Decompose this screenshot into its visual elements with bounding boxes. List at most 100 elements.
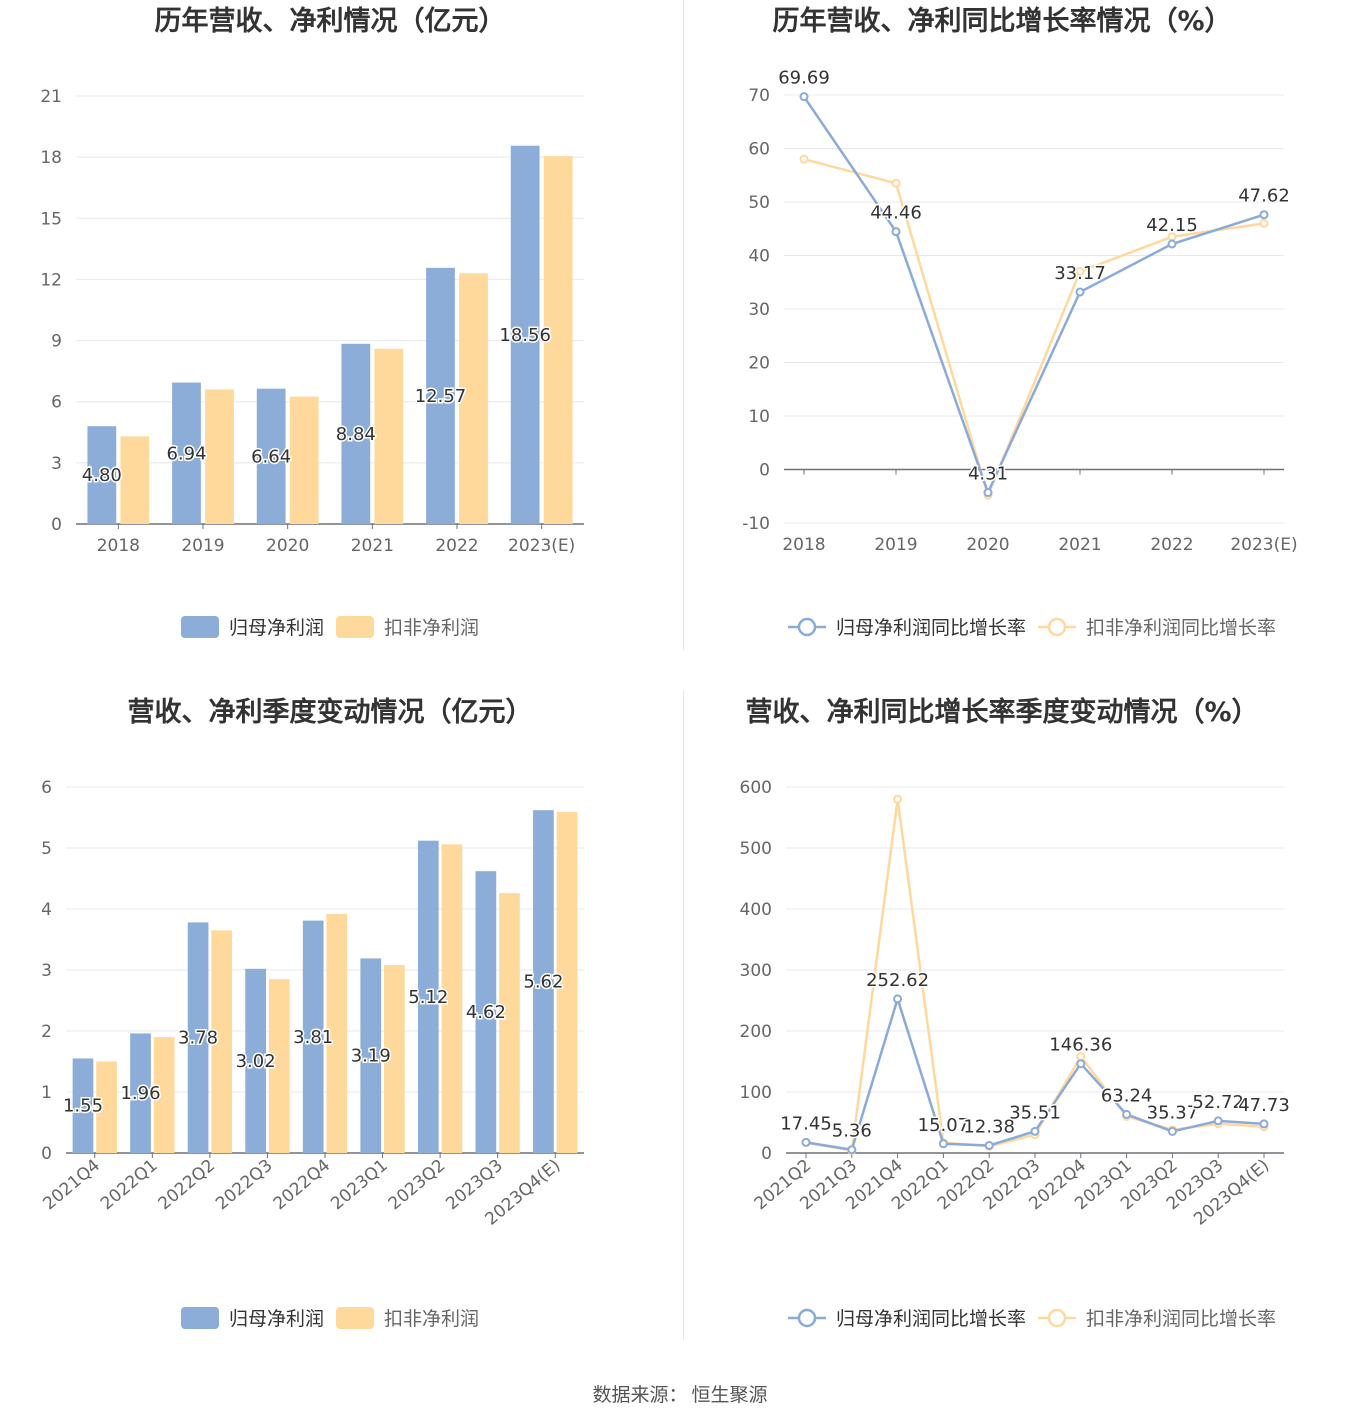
bar-deducted-profit [289, 396, 319, 524]
annual-growth-legend: 归母净利润同比增长率 扣非净利润同比增长率 [788, 617, 1276, 639]
annual-growth-root: 历年营收、净利同比增长率情况（%） -10 0 10 20 30 40 50 60 70 2018 2… [742, 5, 1297, 639]
data-label: 252.62 [866, 970, 929, 991]
y-tick-label: 500 [740, 839, 772, 859]
bar-attributable-profit [426, 267, 455, 524]
x-tick-label: 2023Q2 [385, 1156, 450, 1215]
y-tick-label: 9 [51, 332, 62, 352]
bar-deducted-profit [556, 812, 578, 1153]
y-tick-label: 3 [41, 961, 52, 981]
data-label: 5.12 [408, 987, 448, 1008]
bar-attributable-profit [72, 1058, 94, 1153]
data-label: 3.81 [293, 1027, 333, 1048]
bar-attributable-profit [510, 145, 540, 524]
legend-label: 扣非净利润 [384, 617, 479, 639]
annual-profit-root: 历年营收、净利情况（亿元） 0 3 6 9 12 15 18 21 2018 2019 2020 202… [40, 5, 584, 639]
data-label: 47.62 [1238, 186, 1290, 207]
x-tick-label: 2022Q2 [155, 1156, 220, 1215]
data-label: 5.62 [523, 972, 563, 993]
line-attributable-growth-point [1259, 210, 1269, 220]
y-tick-label: 0 [759, 461, 770, 481]
x-tick-label: 2022 [1150, 535, 1193, 555]
y-tick-label: 6 [51, 393, 62, 413]
quarterly-profit-root: 营收、净利季度变动情况（亿元） 0 1 2 3 4 5 6 2021Q42022Q12022Q2… [39, 696, 584, 1330]
x-tick-label: 2019 [874, 535, 917, 555]
y-tick-label: 70 [748, 86, 770, 106]
y-tick-label: 15 [40, 209, 62, 229]
line-attributable-growth-point [1122, 1109, 1132, 1119]
line-attributable-growth [802, 95, 1265, 496]
legend-swatch-marker [797, 1308, 817, 1328]
quarterly-profit-legend: 归母净利润 扣非净利润 [181, 1307, 479, 1330]
x-tick-label: 2018 [782, 535, 825, 555]
x-tick-label: 2023(E) [1230, 535, 1297, 555]
legend-label: 归母净利润同比增长率 [836, 617, 1026, 639]
legend-swatch-marker [1047, 617, 1067, 637]
bar-attributable-profit [417, 840, 439, 1153]
line-deducted-growth-point [893, 794, 903, 804]
data-label: 12.57 [415, 386, 467, 407]
data-label: 47.73 [1238, 1095, 1290, 1116]
data-label: 5.36 [832, 1121, 872, 1142]
annual-growth-chart: 历年营收、净利同比增长率情况（%） -10 0 10 20 30 40 50 60 70 2018 2… [742, 5, 1297, 639]
bar-deducted-profit [120, 436, 150, 524]
data-source-label: 数据来源： [592, 1384, 688, 1406]
bar-attributable-profit [256, 388, 286, 524]
data-label: 3.02 [236, 1051, 276, 1072]
legend-swatch [181, 1307, 219, 1329]
bar-attributable-profit [360, 958, 382, 1153]
y-tick-label: 0 [761, 1144, 772, 1164]
bar-deducted-profit [459, 273, 488, 524]
y-tick-label: 6 [41, 778, 52, 798]
data-label: 18.56 [499, 325, 551, 346]
legend-label: 扣非净利润同比增长率 [1086, 1308, 1276, 1330]
panel-divider-top [683, 0, 684, 650]
y-tick-label: 18 [40, 148, 62, 168]
line-attributable-growth-point [1076, 1059, 1086, 1069]
legend-swatch [336, 616, 374, 638]
bar-attributable-profit [87, 426, 117, 524]
legend-label: 归母净利润同比增长率 [836, 1308, 1026, 1330]
quarterly-growth-title: 营收、净利同比增长率季度变动情况（%） [745, 696, 1258, 728]
legend-label: 扣非净利润同比增长率 [1086, 617, 1276, 639]
bar-deducted-profit [268, 979, 290, 1153]
line-attributable-growth-point [1167, 239, 1177, 249]
data-label: 12.38 [963, 1116, 1015, 1137]
quarterly-profit-chart: 营收、净利季度变动情况（亿元） 0 1 2 3 4 5 6 2021Q42022Q12022Q2… [39, 696, 584, 1330]
chart-panel-annual-profit: 历年营收、净利情况（亿元） 0 3 6 9 12 15 18 21 2018 2019 2020 202… [0, 0, 680, 690]
y-tick-label: 3 [51, 454, 62, 474]
line-deducted-growth-point [799, 154, 809, 164]
y-tick-label: 600 [740, 778, 772, 798]
x-tick-label: 2023(E) [508, 536, 575, 556]
line-deducted-growth-point [1259, 218, 1269, 228]
quarterly-profit-title: 营收、净利季度变动情况（亿元） [128, 696, 533, 728]
y-tick-label: 4 [41, 900, 52, 920]
line-attributable-growth-point [984, 1140, 994, 1150]
data-label: 44.46 [870, 203, 922, 224]
line-deducted-growth [803, 157, 1265, 499]
y-tick-label: 60 [748, 140, 770, 160]
legend-label: 扣非净利润 [384, 1308, 479, 1330]
data-label: 4.31 [968, 464, 1008, 485]
panel-divider-bottom [683, 690, 684, 1340]
line-attributable-growth-point [1259, 1119, 1269, 1129]
x-tick-label: 2021 [351, 536, 394, 556]
bar-deducted-profit [383, 965, 405, 1153]
bar-attributable-profit [130, 1033, 151, 1153]
quarterly-growth-legend: 归母净利润同比增长率 扣非净利润同比增长率 [788, 1308, 1276, 1330]
x-tick-label: 2018 [97, 536, 140, 556]
bar-attributable-profit [475, 871, 497, 1153]
quarterly-growth-chart: 营收、净利同比增长率季度变动情况（%）010020030040050060020… [740, 696, 1292, 1330]
bar-attributable-profit [245, 968, 267, 1153]
data-label: 63.24 [1101, 1085, 1153, 1106]
bar-deducted-profit [543, 156, 573, 524]
data-label: 6.94 [166, 443, 206, 464]
y-tick-label: 30 [748, 300, 770, 320]
bar-attributable-profit [341, 343, 371, 524]
y-tick-label: 1 [41, 1083, 52, 1103]
data-label: 4.80 [82, 465, 122, 486]
y-tick-label: 400 [740, 900, 772, 920]
y-tick-label: 0 [51, 515, 62, 535]
bar-deducted-profit [96, 1061, 117, 1153]
data-label: 146.36 [1049, 1035, 1112, 1056]
legend-swatch-marker [797, 617, 817, 637]
